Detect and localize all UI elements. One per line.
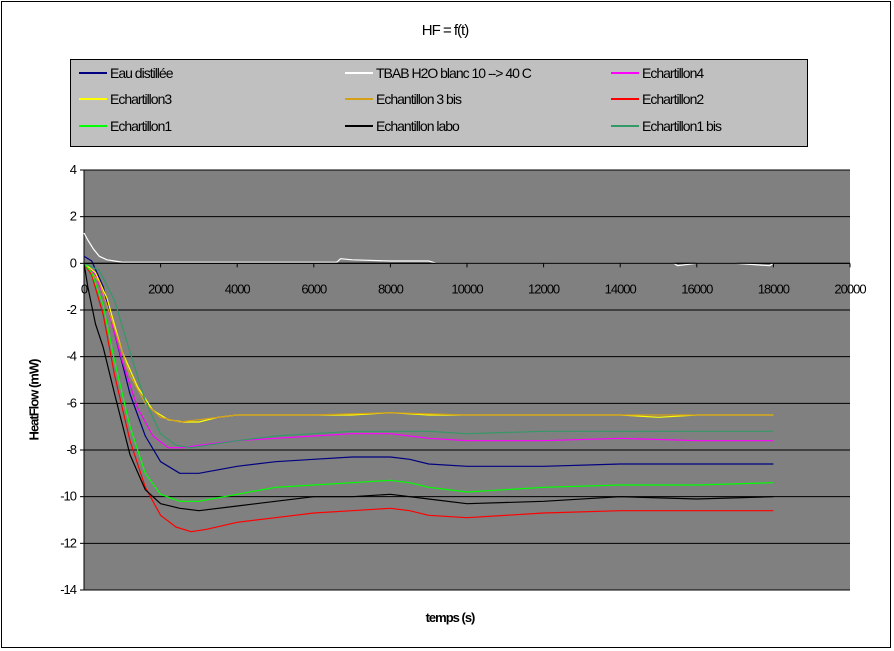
x-tick-label: 20000 <box>834 281 866 296</box>
plot-area <box>84 170 850 590</box>
legend-swatch-echantillon1-bis <box>611 125 639 127</box>
y-tick-label: -6 <box>66 395 76 410</box>
x-tick-label: 4000 <box>225 281 251 296</box>
x-tick-label: 10000 <box>451 281 483 296</box>
legend-swatch-echantillon3-bis <box>345 98 373 100</box>
y-tick-label: 2 <box>70 209 77 224</box>
legend-item-eau-distillee: Eau distillée <box>79 62 173 84</box>
y-tick-label: -14 <box>60 582 77 597</box>
chart-legend: Eau distillée TBAB H2O blanc 10 --> 40 C… <box>70 59 808 147</box>
legend-item-echantillon3: Echartillon3 <box>79 88 172 110</box>
legend-label-eau-distillee: Eau distillée <box>110 65 173 81</box>
x-tick-label: 12000 <box>528 281 560 296</box>
x-tick-label: 14000 <box>605 281 637 296</box>
legend-label-tbab-blanc: TBAB H2O blanc 10 --> 40 C <box>376 65 532 81</box>
legend-item-echantillon2: Echartillon2 <box>611 88 704 110</box>
x-tick-label: 6000 <box>301 281 327 296</box>
legend-label-echantillon-labo: Echantillon labo <box>376 118 460 134</box>
x-tick-label: 0 <box>81 281 88 296</box>
legend-item-echantillon4: Echartillon4 <box>611 62 704 84</box>
legend-swatch-echantillon2 <box>611 98 639 100</box>
legend-label-echantillon3: Echartillon3 <box>110 91 172 107</box>
legend-swatch-eau-distillee <box>79 72 107 74</box>
legend-label-echantillon1-bis: Echartillon1 bis <box>642 118 722 134</box>
legend-item-echantillon-labo: Echantillon labo <box>345 115 460 137</box>
x-tick-label: 2000 <box>148 281 174 296</box>
legend-label-echantillon3-bis: Echantillon 3 bis <box>376 91 462 107</box>
y-tick-label: 4 <box>70 162 77 177</box>
legend-swatch-echantillon1 <box>79 125 107 127</box>
series-line-8 <box>83 263 774 512</box>
y-axis-label: HeatFlow (mW) <box>26 359 42 441</box>
legend-label-echantillon4: Echartillon4 <box>642 65 704 81</box>
legend-label-echantillon2: Echartillon2 <box>642 91 704 107</box>
series-line-3 <box>83 262 774 449</box>
legend-item-tbab-blanc: TBAB H2O blanc 10 --> 40 C <box>345 62 532 84</box>
y-tick-label: 0 <box>70 255 77 270</box>
y-tick-label: -10 <box>60 489 77 504</box>
series-line-2 <box>83 232 774 267</box>
legend-swatch-echantillon3 <box>79 98 107 100</box>
legend-swatch-echantillon4 <box>611 72 639 74</box>
legend-item-echantillon3-bis: Echantillon 3 bis <box>345 88 462 110</box>
legend-swatch-tbab-blanc <box>345 72 373 74</box>
chart-title: HF = f(t) <box>421 22 469 39</box>
legend-swatch-echantillon-labo <box>345 125 373 127</box>
legend-label-echantillon1: Echartillon1 <box>110 118 172 134</box>
y-tick-label: -2 <box>66 302 76 317</box>
x-axis-label: temps (s) <box>425 610 476 625</box>
x-tick-label: 18000 <box>758 281 790 296</box>
y-tick-label: -12 <box>60 535 77 550</box>
legend-item-echantillon1: Echartillon1 <box>79 115 172 137</box>
x-tick-label: 16000 <box>681 281 713 296</box>
x-tick-label: 8000 <box>378 281 404 296</box>
y-tick-label: -4 <box>66 349 76 364</box>
series-line-7 <box>83 262 774 502</box>
legend-item-echantillon1-bis: Echartillon1 bis <box>611 115 722 137</box>
series-line-5 <box>83 262 774 423</box>
series-line-9 <box>83 262 774 449</box>
y-tick-label: -8 <box>66 442 76 457</box>
series-line-6 <box>83 262 774 533</box>
